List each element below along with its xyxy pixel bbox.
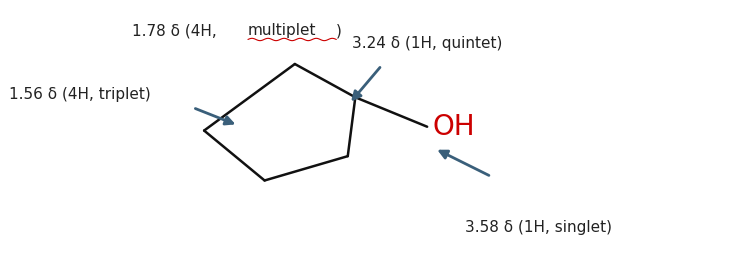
Text: multiplet: multiplet (248, 23, 317, 38)
Text: OH: OH (432, 113, 475, 141)
Text: 3.58 δ (1H, singlet): 3.58 δ (1H, singlet) (465, 220, 612, 235)
Text: 3.24 δ (1H, quintet): 3.24 δ (1H, quintet) (352, 36, 502, 51)
Text: ): ) (336, 23, 342, 38)
Text: 1.78 δ (4H,: 1.78 δ (4H, (132, 23, 222, 38)
Text: 1.56 δ (4H, triplet): 1.56 δ (4H, triplet) (9, 87, 150, 102)
